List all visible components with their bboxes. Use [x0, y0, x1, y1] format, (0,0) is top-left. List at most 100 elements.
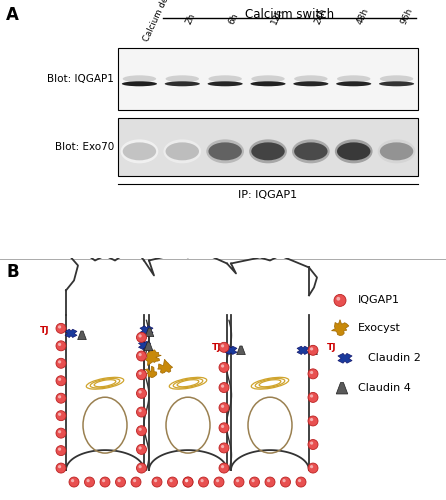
- Circle shape: [136, 370, 146, 380]
- Circle shape: [139, 334, 142, 338]
- Circle shape: [219, 362, 229, 372]
- Ellipse shape: [380, 76, 413, 82]
- Ellipse shape: [337, 142, 371, 160]
- Text: TJ: TJ: [41, 326, 50, 335]
- Circle shape: [169, 479, 173, 482]
- Ellipse shape: [251, 142, 285, 160]
- Circle shape: [102, 479, 105, 482]
- Circle shape: [219, 342, 229, 352]
- Text: Blot: Exo70: Blot: Exo70: [55, 142, 114, 152]
- Text: Claudin 2: Claudin 2: [368, 354, 421, 364]
- Polygon shape: [78, 331, 87, 340]
- Circle shape: [310, 418, 313, 421]
- Circle shape: [296, 477, 306, 487]
- Circle shape: [168, 477, 178, 487]
- Circle shape: [136, 444, 146, 454]
- Ellipse shape: [294, 76, 327, 82]
- Circle shape: [221, 465, 224, 468]
- Circle shape: [249, 477, 260, 487]
- Circle shape: [183, 477, 193, 487]
- Circle shape: [308, 369, 318, 379]
- Circle shape: [265, 477, 275, 487]
- Ellipse shape: [123, 76, 156, 82]
- Ellipse shape: [251, 76, 285, 82]
- Text: 96h: 96h: [399, 6, 414, 26]
- Text: IP: IQGAP1: IP: IQGAP1: [239, 190, 297, 200]
- Circle shape: [116, 477, 125, 487]
- Circle shape: [298, 479, 301, 482]
- Text: 48h: 48h: [356, 6, 371, 26]
- Circle shape: [139, 390, 142, 394]
- Circle shape: [154, 479, 157, 482]
- Circle shape: [310, 394, 313, 398]
- Circle shape: [282, 479, 286, 482]
- Circle shape: [308, 346, 318, 356]
- Ellipse shape: [293, 82, 328, 86]
- Polygon shape: [336, 382, 348, 394]
- Polygon shape: [138, 341, 151, 349]
- Circle shape: [84, 477, 95, 487]
- Circle shape: [221, 364, 224, 368]
- Circle shape: [185, 479, 188, 482]
- Polygon shape: [144, 342, 153, 350]
- Bar: [118, 118, 418, 176]
- Ellipse shape: [206, 140, 244, 164]
- Polygon shape: [309, 346, 317, 354]
- Circle shape: [58, 378, 61, 381]
- Ellipse shape: [336, 82, 371, 86]
- Circle shape: [310, 465, 313, 468]
- Circle shape: [58, 448, 61, 451]
- Text: 2h: 2h: [184, 12, 197, 26]
- Ellipse shape: [292, 140, 330, 164]
- Circle shape: [308, 440, 318, 450]
- Circle shape: [136, 388, 146, 398]
- Circle shape: [139, 446, 142, 450]
- Circle shape: [139, 353, 142, 356]
- Circle shape: [71, 479, 74, 482]
- Circle shape: [221, 445, 224, 448]
- Ellipse shape: [249, 140, 287, 164]
- Circle shape: [236, 479, 239, 482]
- Ellipse shape: [250, 82, 285, 86]
- Ellipse shape: [294, 142, 327, 160]
- Polygon shape: [145, 366, 157, 378]
- Bar: [118, 48, 418, 110]
- Ellipse shape: [337, 76, 371, 82]
- Circle shape: [58, 326, 61, 328]
- Circle shape: [117, 479, 121, 482]
- Ellipse shape: [123, 142, 156, 160]
- Ellipse shape: [335, 140, 372, 164]
- Circle shape: [139, 372, 142, 375]
- Ellipse shape: [165, 142, 199, 160]
- Polygon shape: [140, 326, 153, 335]
- Text: Claudin 4: Claudin 4: [358, 383, 411, 393]
- Circle shape: [58, 465, 61, 468]
- Circle shape: [133, 479, 136, 482]
- Circle shape: [267, 479, 270, 482]
- Circle shape: [281, 477, 290, 487]
- Circle shape: [183, 477, 193, 487]
- Circle shape: [136, 351, 146, 361]
- Text: A: A: [6, 6, 19, 24]
- Circle shape: [219, 423, 229, 433]
- Circle shape: [221, 384, 224, 388]
- Circle shape: [56, 376, 66, 386]
- Ellipse shape: [378, 140, 415, 164]
- Text: Blot: IQGAP1: Blot: IQGAP1: [47, 74, 114, 84]
- Circle shape: [56, 341, 66, 351]
- Circle shape: [221, 344, 224, 348]
- Circle shape: [56, 428, 66, 438]
- Circle shape: [58, 360, 61, 364]
- Polygon shape: [145, 328, 154, 336]
- Text: 6h: 6h: [227, 12, 240, 26]
- Circle shape: [136, 426, 146, 436]
- Polygon shape: [237, 346, 245, 354]
- Circle shape: [198, 477, 208, 487]
- Ellipse shape: [208, 76, 242, 82]
- Circle shape: [152, 477, 162, 487]
- Polygon shape: [225, 346, 237, 354]
- Circle shape: [214, 477, 224, 487]
- Circle shape: [136, 407, 146, 417]
- Circle shape: [219, 443, 229, 453]
- Circle shape: [139, 428, 142, 431]
